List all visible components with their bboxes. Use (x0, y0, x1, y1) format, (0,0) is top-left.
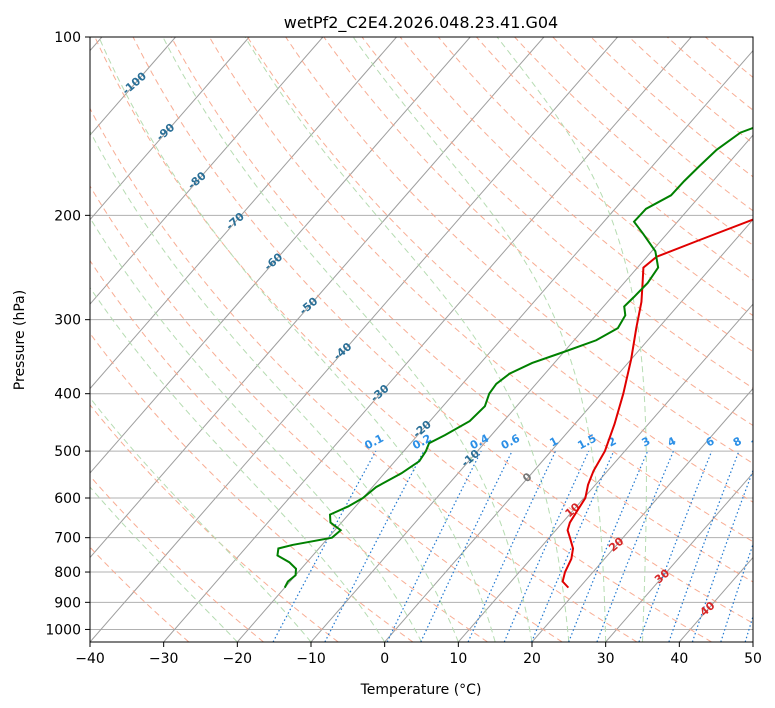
isotherm-line (90, 37, 324, 305)
dry-adiabat (90, 332, 414, 642)
isotherm-line (90, 37, 471, 474)
x-axis-label: Temperature (°C) (360, 682, 482, 698)
dry-adiabat (90, 107, 638, 642)
mixing-ratio-line (272, 450, 377, 642)
isotherm-line (163, 37, 692, 642)
mixing-ratio-line (638, 450, 713, 642)
mixing-ratio-line (568, 450, 649, 642)
y-tick-label: 100 (54, 30, 81, 46)
mixing-ratio-label: 10 (749, 433, 769, 452)
isotherm-line (531, 387, 753, 642)
mixing-ratio-line (503, 450, 590, 642)
dry-adiabat-lines (90, 37, 753, 642)
dewpoint-profile-line (276, 126, 753, 589)
mixing-ratio-line (720, 542, 753, 642)
isotherm-line (90, 37, 545, 559)
y-axis-label: Pressure (hPa) (12, 290, 28, 390)
chart-title: wetPf2_C2E4.2026.048.23.41.G04 (284, 13, 558, 33)
pressure-gridlines (90, 37, 753, 630)
dry-adiabat (90, 475, 264, 642)
isotherm-line (90, 37, 618, 642)
isotherm-lines (90, 37, 753, 642)
y-tick-label: 600 (54, 491, 81, 507)
mixing-ratio-line (386, 450, 482, 642)
moist-adiabat (90, 286, 386, 642)
y-tick-label: 300 (54, 313, 81, 329)
mixing-ratio-line (596, 450, 674, 642)
y-tick-label: 400 (54, 387, 81, 403)
dry-adiabat (247, 37, 753, 503)
x-tick-label: 30 (597, 651, 615, 667)
moist-adiabat (90, 217, 422, 642)
dry-adiabat (132, 37, 753, 624)
y-tick-label: 500 (54, 444, 81, 460)
y-tick-label: 200 (54, 208, 81, 224)
moist-adiabat (90, 397, 312, 642)
x-tick-label: 50 (744, 651, 762, 667)
mixing-ratio-line (691, 468, 753, 642)
mixing-ratio-line (744, 614, 753, 642)
isotherm-line (90, 37, 250, 221)
dry-adiabat (437, 37, 753, 317)
x-tick-label: 10 (449, 651, 467, 667)
y-tick-label: 1000 (45, 622, 81, 638)
moist-adiabat (90, 130, 459, 642)
y-tick-label: 800 (54, 565, 81, 581)
isotherm-line (457, 303, 753, 642)
moist-adiabat (352, 37, 607, 642)
dry-adiabat (90, 259, 488, 642)
x-tick-label: 40 (670, 651, 688, 667)
x-tick-label: 0 (380, 651, 389, 667)
dry-adiabat (170, 37, 753, 583)
y-axis-ticks: 100 200 300 400 500 600 700 800 900 1000 (45, 30, 90, 638)
x-tick-label: −20 (223, 651, 253, 667)
dry-adiabat (90, 546, 190, 642)
x-tick-label: −10 (296, 651, 326, 667)
dry-adiabat (90, 185, 563, 642)
x-tick-label: −30 (149, 651, 179, 667)
plot-frame (89, 36, 754, 643)
isotherm-line (236, 49, 753, 642)
isotherm-line (605, 472, 753, 642)
moist-adiabat (244, 37, 570, 642)
x-axis-ticks: −40 −30 −20 −10 0 10 20 30 40 50 (75, 642, 762, 667)
moist-adiabat (162, 37, 533, 642)
temperature-profile-line (561, 218, 753, 589)
isotherm-line (384, 218, 753, 642)
isotherm-line (90, 37, 397, 390)
moist-adiabat (98, 37, 496, 642)
mixing-ratio-line (668, 450, 740, 642)
x-tick-label: −40 (75, 651, 105, 667)
y-tick-label: 700 (54, 531, 81, 547)
dry-adiabat (94, 37, 712, 642)
mixing-ratio-lines (272, 450, 753, 642)
moist-adiabat (496, 37, 647, 642)
plot-area: -100-90-80-70-60-50-40-30-20-10010203040… (90, 37, 769, 642)
dry-adiabat (208, 37, 753, 543)
mixing-ratio-line (531, 450, 615, 642)
y-tick-label: 900 (54, 595, 81, 611)
dry-adiabat (90, 404, 339, 642)
x-tick-label: 20 (523, 651, 541, 667)
